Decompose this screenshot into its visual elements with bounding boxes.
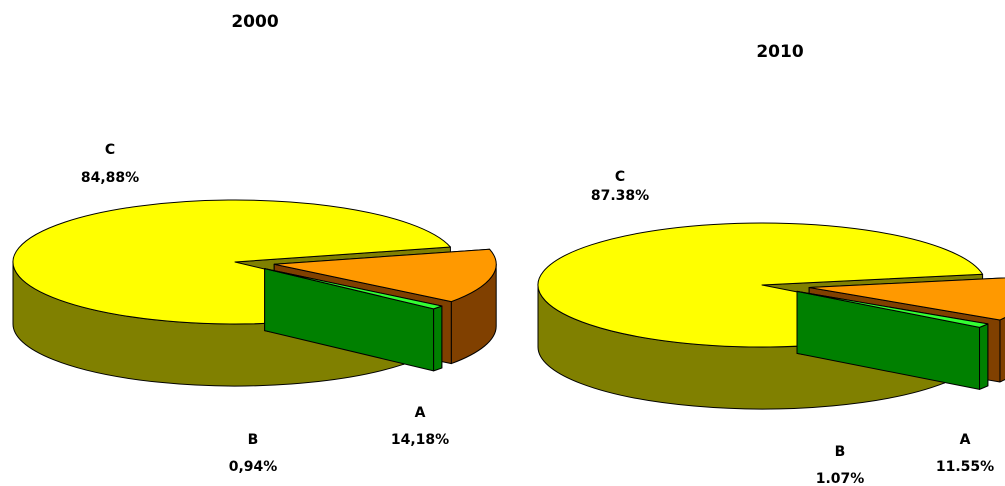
slice-label: B — [835, 444, 846, 460]
slice-side — [999, 316, 1005, 383]
slice — [264, 268, 443, 310]
slice — [796, 290, 989, 328]
slice-label: A — [960, 432, 971, 448]
slice-value-label: 84,88% — [81, 170, 139, 186]
slice-value-label: 1.07% — [816, 471, 865, 486]
slice-value-label: 14,18% — [391, 432, 449, 448]
chart-title: 2010 — [756, 42, 803, 62]
slice-label: B — [248, 432, 259, 448]
slice-label: C — [105, 142, 115, 158]
slice — [808, 277, 1005, 321]
slice — [273, 248, 497, 303]
slice-side — [979, 323, 989, 390]
slice-value-label: 11.55% — [936, 459, 994, 475]
slice-label: C — [615, 169, 625, 185]
chart-title: 2000 — [231, 12, 278, 32]
slice-side — [433, 305, 443, 372]
slice-value-label: 0,94% — [229, 459, 278, 475]
slice-value-label: 87.38% — [591, 188, 649, 204]
slice-label: A — [415, 405, 426, 421]
